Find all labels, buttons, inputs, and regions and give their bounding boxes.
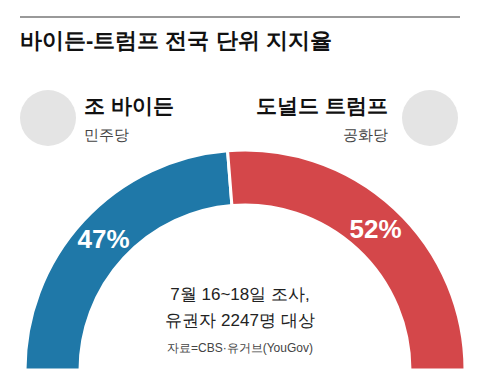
html-text:7월 16~18일 조사,: 7월 16~18일 조사, bbox=[170, 285, 310, 304]
svg-text:52%: 52% bbox=[350, 214, 402, 244]
html-text:민주당: 민주당 bbox=[84, 126, 129, 143]
html-text:자료=CBS·유거브(YouGov): 자료=CBS·유거브(YouGov) bbox=[167, 341, 313, 355]
html-text:조 바이든: 조 바이든 bbox=[84, 94, 174, 117]
svg-text:47%: 47% bbox=[78, 224, 130, 254]
html-text:바이든-트럼프 전국 단위 지지율: 바이든-트럼프 전국 단위 지지율 bbox=[20, 28, 332, 53]
html-text:유권자 2247명 대상: 유권자 2247명 대상 bbox=[165, 311, 315, 330]
html-text:공화당: 공화당 bbox=[343, 126, 388, 143]
html-text:도널드 트럼프: 도널드 트럼프 bbox=[256, 94, 388, 117]
